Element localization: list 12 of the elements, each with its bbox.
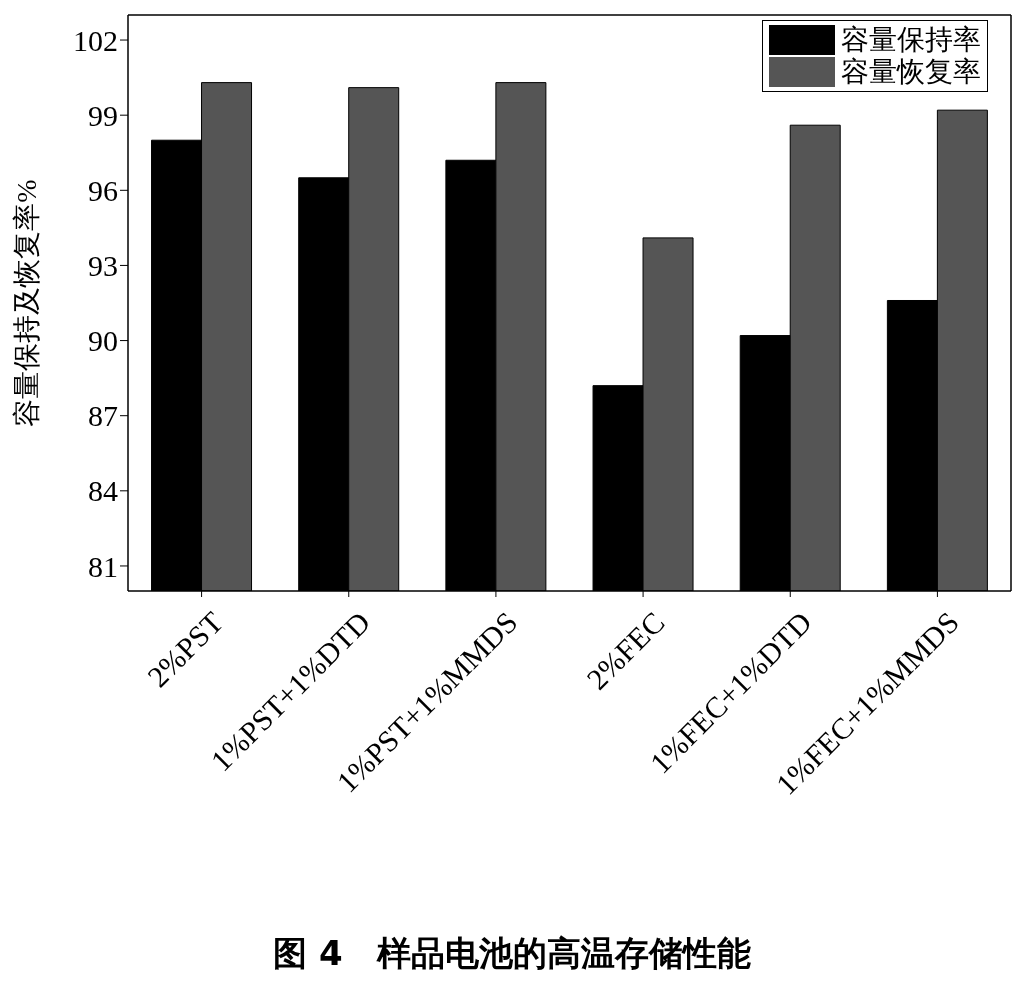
y-tick-label: 102 bbox=[73, 23, 118, 57]
y-tick-label: 96 bbox=[88, 173, 118, 207]
y-tick-label: 84 bbox=[88, 474, 118, 508]
y-tick-label: 93 bbox=[88, 249, 118, 283]
legend-label: 容量恢复率 bbox=[841, 56, 981, 87]
y-tick-label: 99 bbox=[88, 98, 118, 132]
y-axis-title: 容量保持及恢复率% bbox=[10, 179, 42, 427]
y-tick-label: 81 bbox=[88, 549, 118, 583]
y-tick-label: 87 bbox=[88, 399, 118, 433]
text: 图 4 样品电池的高温存储性能 bbox=[272, 932, 752, 975]
legend-label: 容量保持率 bbox=[841, 24, 981, 55]
y-tick-label: 90 bbox=[88, 324, 118, 358]
